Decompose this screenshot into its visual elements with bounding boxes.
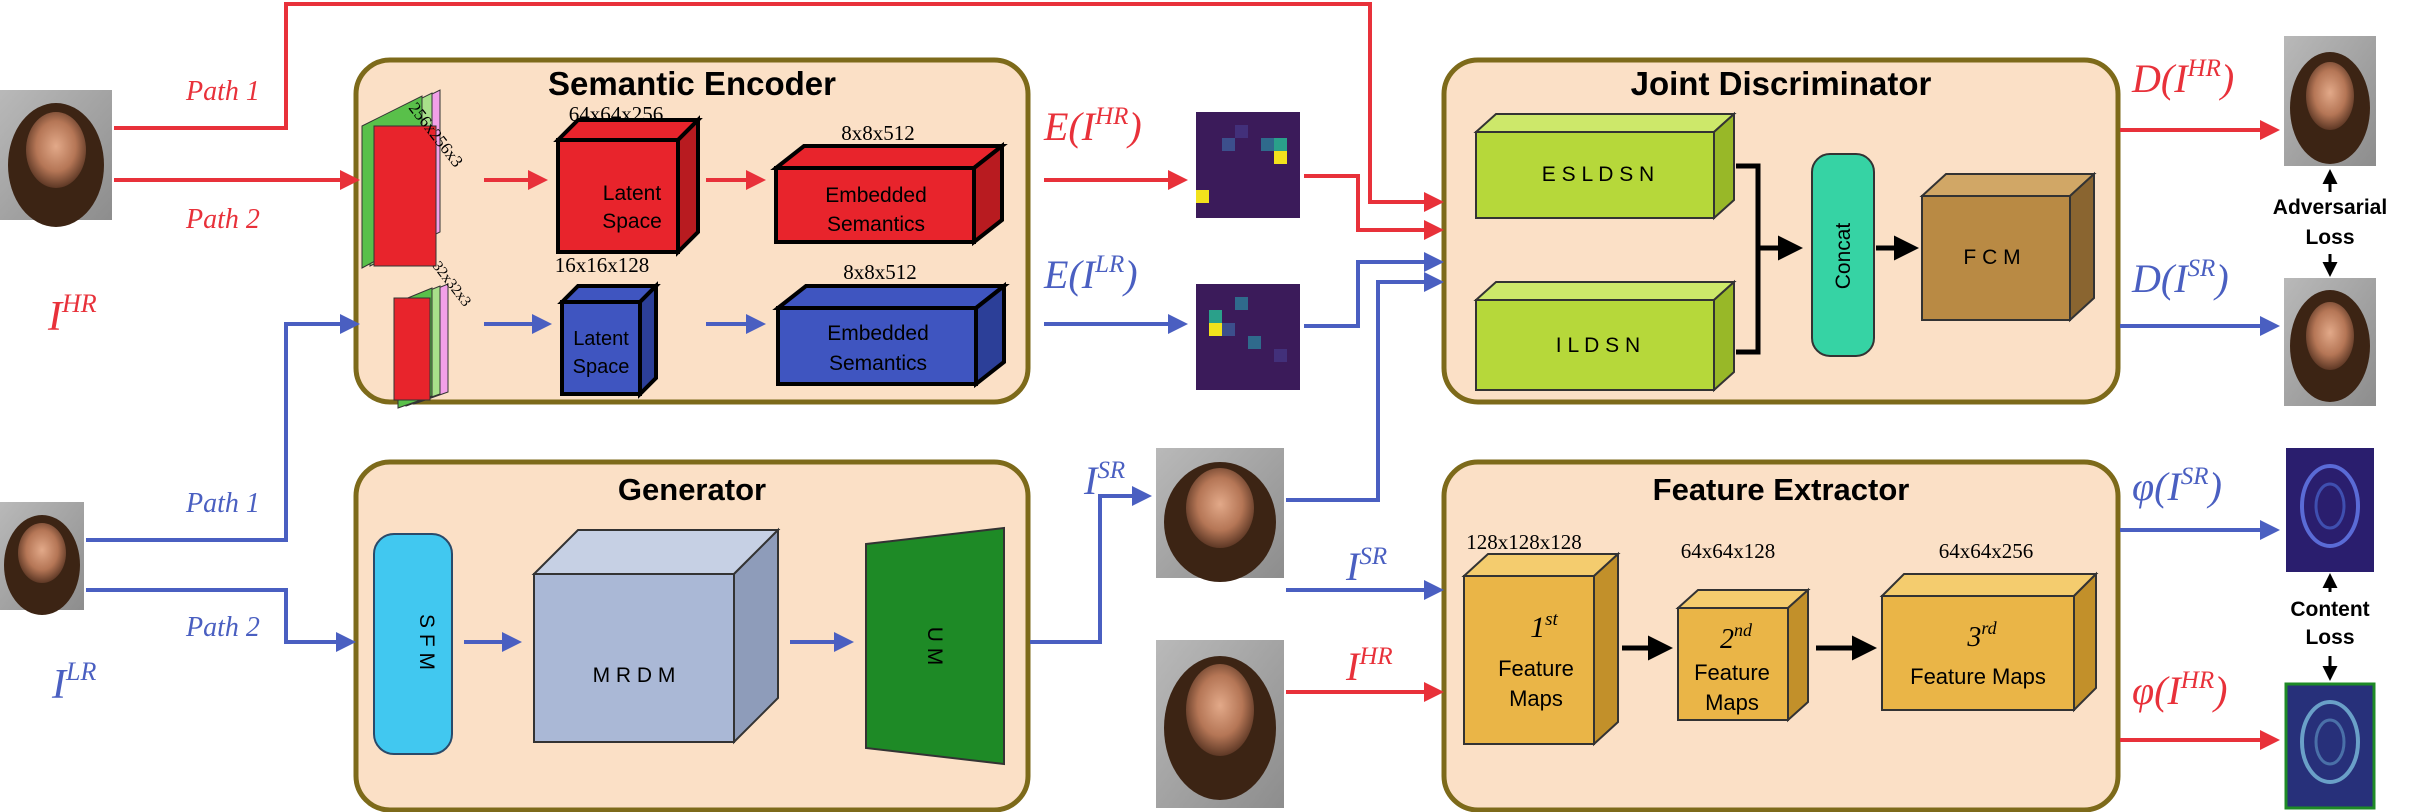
content-loss-label-2: Loss (2305, 626, 2354, 649)
joint-discriminator-title: Joint Discriminator (1631, 65, 1932, 102)
feature-map-image-hr (2284, 682, 2376, 810)
connector-esldsn-concat (1736, 163, 1803, 261)
i-hr-fe-label: IHR (1345, 643, 1393, 689)
latent-hr-dims: 64x64x256 (569, 102, 664, 126)
sfm-label: S F M (415, 614, 438, 670)
embedded-hr-label-1: Embedded (825, 184, 927, 207)
i-sr-top-label: ISR (1083, 457, 1125, 503)
feature-map-2-label-1: Feature (1694, 660, 1770, 685)
phi-hr-label: φ(IHR) (2132, 667, 2227, 713)
feature-map-3-block (1879, 571, 2099, 713)
concat-block (1811, 153, 1875, 357)
path1-lr-label: Path 1 (185, 488, 260, 519)
input-stack-lr (393, 283, 449, 409)
connector-ildsn-concat (1736, 248, 1761, 355)
mrdm-block (531, 527, 781, 745)
embedded-hr-label-2: Semantics (827, 213, 925, 236)
content-loss-label-1: Content (2290, 598, 2369, 621)
fcm-label: F C M (1963, 246, 2020, 269)
adversarial-loss-label-2: Loss (2305, 226, 2354, 249)
embedded-lr-label-2: Semantics (829, 352, 927, 375)
generator-title: Generator (618, 472, 766, 507)
input-stack-hr (361, 89, 441, 269)
fcm-block (1919, 171, 2097, 323)
latent-lr-label-2: Space (573, 356, 630, 378)
feature-map-3-dims: 64x64x256 (1939, 539, 2034, 563)
um-label: U M (923, 627, 946, 666)
latent-space-hr-block (553, 115, 703, 257)
latent-lr-label-1: Latent (573, 328, 629, 350)
e-lr-label: E(ILR) (1043, 251, 1138, 297)
feature-extractor-title: Feature Extractor (1653, 472, 1910, 507)
embedded-semantics-lr-block (772, 281, 1010, 389)
phi-sr-label: φ(ISR) (2132, 463, 2222, 509)
path1-hr-label: Path 1 (185, 76, 260, 107)
feature-map-1-block (1461, 551, 1621, 747)
path2-hr-label: Path 2 (185, 204, 260, 235)
adversarial-loss-label-1: Adversarial (2273, 196, 2387, 219)
feature-map-2-ordinal: 2nd (1720, 620, 1753, 655)
latent-space-lr-block (557, 281, 661, 399)
e-hr-label: E(IHR) (1043, 103, 1142, 149)
arrow-sr-to-disc (1286, 272, 1444, 502)
latent-hr-label-1: Latent (603, 182, 662, 205)
embedded-hr-dims: 8x8x512 (841, 121, 915, 145)
feature-map-1-dims: 128x128x128 (1466, 530, 1582, 554)
esldsn-block (1473, 111, 1737, 221)
feature-map-2-label-2: Maps (1705, 690, 1759, 715)
feature-map-1-label-1: Feature (1498, 656, 1574, 681)
arrow-lr-path1 (86, 314, 360, 542)
embedded-lr-label-1: Embedded (827, 322, 929, 345)
feature-map-3-label: Feature Maps (1910, 664, 2046, 689)
face-image-lr-input (0, 502, 84, 615)
feature-map-2-dims: 64x64x128 (1681, 539, 1776, 563)
latent-hr-label-2: Space (602, 210, 662, 233)
face-image-hr-input (0, 90, 112, 227)
ildsn-block (1473, 279, 1737, 393)
feature-map-3-ordinal: 3rd (1966, 618, 1997, 653)
sfm-block (373, 533, 453, 755)
face-image-hr-fe (1156, 640, 1284, 808)
arrow-heatmap-lr-disc (1304, 252, 1444, 328)
feature-map-1-label-2: Maps (1509, 686, 1563, 711)
embedding-heatmap-lr (1196, 284, 1300, 390)
mrdm-label: M R D M (593, 664, 676, 687)
arrow-hr-path1 (114, 2, 1444, 212)
i-sr-fe-label: ISR (1345, 543, 1387, 589)
face-image-sr (1156, 448, 1284, 582)
arrow-lr-path2 (86, 588, 356, 652)
embedded-semantics-hr-block (770, 141, 1008, 247)
i-lr-label: ILR (51, 657, 96, 708)
arrow-gen-to-sr (1030, 486, 1152, 644)
ildsn-label: I L D S N (1556, 334, 1640, 357)
path2-lr-label: Path 2 (185, 612, 260, 643)
latent-lr-dims: 16x16x128 (555, 253, 650, 277)
arrow-heatmap-hr-disc (1304, 174, 1444, 240)
feature-map-1-ordinal: 1st (1530, 609, 1558, 644)
feature-map-2-block (1675, 587, 1811, 723)
face-image-d-hr (2284, 36, 2376, 166)
um-block (865, 526, 1005, 766)
d-sr-label: D(ISR) (2131, 255, 2229, 301)
embedding-heatmap-hr (1196, 112, 1300, 218)
face-image-d-sr (2284, 278, 2376, 406)
semantic-encoder-title: Semantic Encoder (548, 65, 836, 102)
concat-label: Concat (1832, 223, 1855, 290)
feature-map-image-sr (2286, 448, 2374, 572)
d-hr-label: D(IHR) (2131, 55, 2234, 101)
embedded-lr-dims: 8x8x512 (843, 260, 917, 284)
i-hr-label: IHR (47, 289, 97, 340)
esldsn-label: E S L D S N (1542, 163, 1654, 186)
